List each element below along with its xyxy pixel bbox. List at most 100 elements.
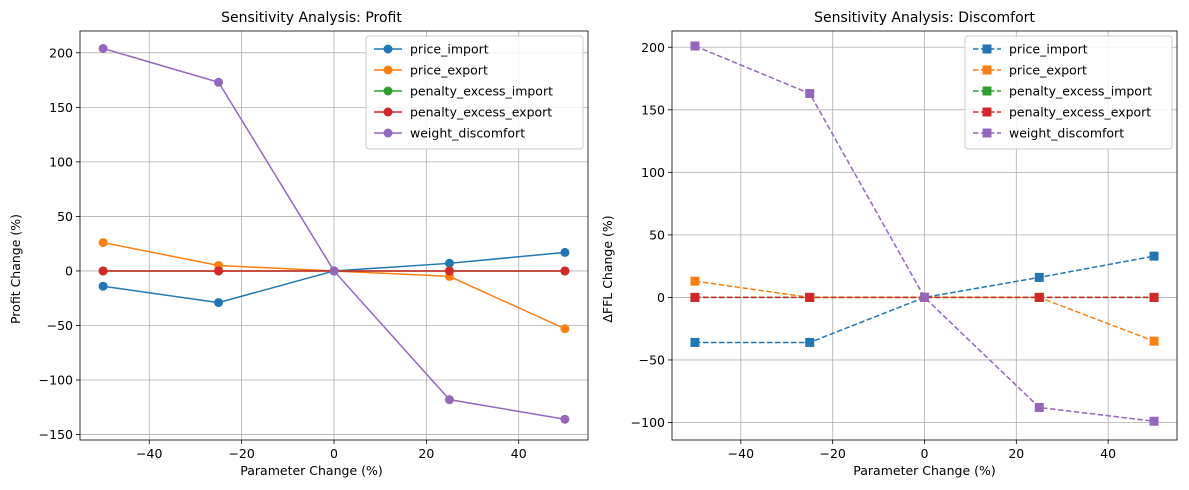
y-tick-label: −50 (639, 352, 665, 367)
data-point (1149, 336, 1159, 346)
data-point (98, 266, 108, 276)
series-line (694, 255, 1155, 344)
chart-title: Sensitivity Analysis: Profit (221, 10, 402, 26)
data-point (690, 41, 700, 51)
legend-label: penalty_excess_export (1009, 105, 1151, 120)
data-point (1149, 251, 1159, 261)
legend-item: price_export (374, 63, 488, 78)
legend-swatch-marker (982, 44, 992, 54)
data-point (805, 89, 815, 99)
legend-item: price_export (973, 63, 1087, 78)
legend-swatch-marker (982, 128, 992, 138)
axes-frame (671, 30, 1178, 441)
legend-swatch-marker (982, 107, 992, 117)
data-point (214, 298, 224, 308)
data-point (98, 43, 108, 53)
legend-box (964, 35, 1173, 150)
y-tick-label: 150 (641, 102, 665, 117)
x-tick-label: −40 (728, 446, 754, 461)
legend-swatch-marker (383, 107, 393, 117)
data-point (1149, 292, 1159, 302)
legend-label: weight_discomfort (1009, 126, 1124, 141)
x-axis-label: Parameter Change (%) (853, 463, 995, 478)
x-axis-label: Parameter Change (%) (240, 463, 382, 478)
legend-item: weight_discomfort (973, 126, 1124, 141)
legend-swatch-marker (383, 86, 393, 96)
data-point (444, 266, 454, 276)
data-point (98, 238, 108, 248)
data-point (920, 292, 929, 302)
x-tick-label: 20 (1008, 446, 1024, 461)
legend-item: penalty_excess_import (973, 84, 1152, 99)
axes-frame (79, 30, 589, 441)
y-tick-label: −100 (631, 415, 665, 430)
y-tick-label: 200 (49, 45, 73, 60)
data-point (690, 276, 700, 286)
data-point (805, 292, 815, 302)
data-point (1149, 416, 1159, 426)
y-axis-label: Profit Change (%) (8, 214, 23, 324)
y-tick-label: 50 (57, 209, 73, 224)
y-tick-label: 50 (649, 227, 665, 242)
profit-chart: Sensitivity Analysis: Profit Parameter C… (8, 10, 589, 478)
y-tick-label: 100 (641, 165, 665, 180)
series-weight-discomfort (98, 43, 570, 424)
x-tick-label: −20 (228, 446, 254, 461)
legend-label: penalty_excess_import (1009, 84, 1152, 99)
series-line (694, 45, 1155, 422)
data-point (329, 266, 339, 276)
y-tick-label: 200 (641, 40, 665, 55)
y-tick-label: 0 (657, 290, 665, 305)
data-point (98, 281, 108, 291)
x-tick-label: 0 (330, 446, 338, 461)
data-point (214, 266, 224, 276)
legend-label: penalty_excess_import (410, 84, 553, 99)
discomfort-chart: Sensitivity Analysis: Discomfort Paramet… (600, 10, 1178, 478)
data-point (560, 266, 570, 276)
data-point (1034, 272, 1044, 282)
y-axis-label: ΔFFL Change (%) (600, 215, 615, 322)
legend-label: weight_discomfort (410, 126, 525, 141)
legend-swatch-marker (383, 128, 393, 138)
data-point (805, 337, 815, 347)
chart-title: Sensitivity Analysis: Discomfort (814, 10, 1035, 26)
y-tick-label: −50 (47, 318, 73, 333)
x-tick-label: 40 (1100, 446, 1116, 461)
legend-item: penalty_excess_export (973, 105, 1151, 120)
data-point (1034, 292, 1044, 302)
legend-label: price_import (1009, 42, 1088, 57)
y-tick-label: −100 (39, 373, 73, 388)
legend: price_import price_export penalty_excess_i… (964, 35, 1173, 150)
data-point (444, 258, 454, 268)
legend-swatch-marker (982, 86, 992, 96)
legend-item: penalty_excess_import (374, 84, 553, 99)
y-tick-label: 150 (49, 100, 73, 115)
legend-label: price_import (410, 42, 489, 57)
y-tick-label: 0 (65, 263, 73, 278)
data-point (1034, 402, 1044, 412)
series-weight-discomfort (690, 41, 1159, 426)
legend-label: price_export (410, 63, 488, 78)
legend-item: price_import (973, 42, 1088, 57)
data-point (560, 414, 570, 424)
legend-swatch-marker (383, 65, 393, 75)
series-line (694, 280, 1155, 342)
data-point (560, 324, 570, 334)
x-tick-label: −40 (136, 446, 162, 461)
x-tick-label: 40 (511, 446, 527, 461)
data-point (690, 337, 700, 347)
data-point (560, 247, 570, 257)
legend-swatch-marker (982, 65, 992, 75)
x-tick-label: 20 (418, 446, 434, 461)
legend-item: penalty_excess_export (374, 105, 552, 120)
x-tick-label: −20 (819, 446, 845, 461)
legend-label: penalty_excess_export (410, 105, 552, 120)
legend-item: price_import (374, 42, 489, 57)
y-tick-label: −150 (39, 427, 73, 442)
data-point (214, 77, 224, 87)
legend-label: price_export (1009, 63, 1087, 78)
legend-swatch-marker (383, 44, 393, 54)
legend-item: weight_discomfort (374, 126, 525, 141)
data-point (444, 395, 454, 405)
